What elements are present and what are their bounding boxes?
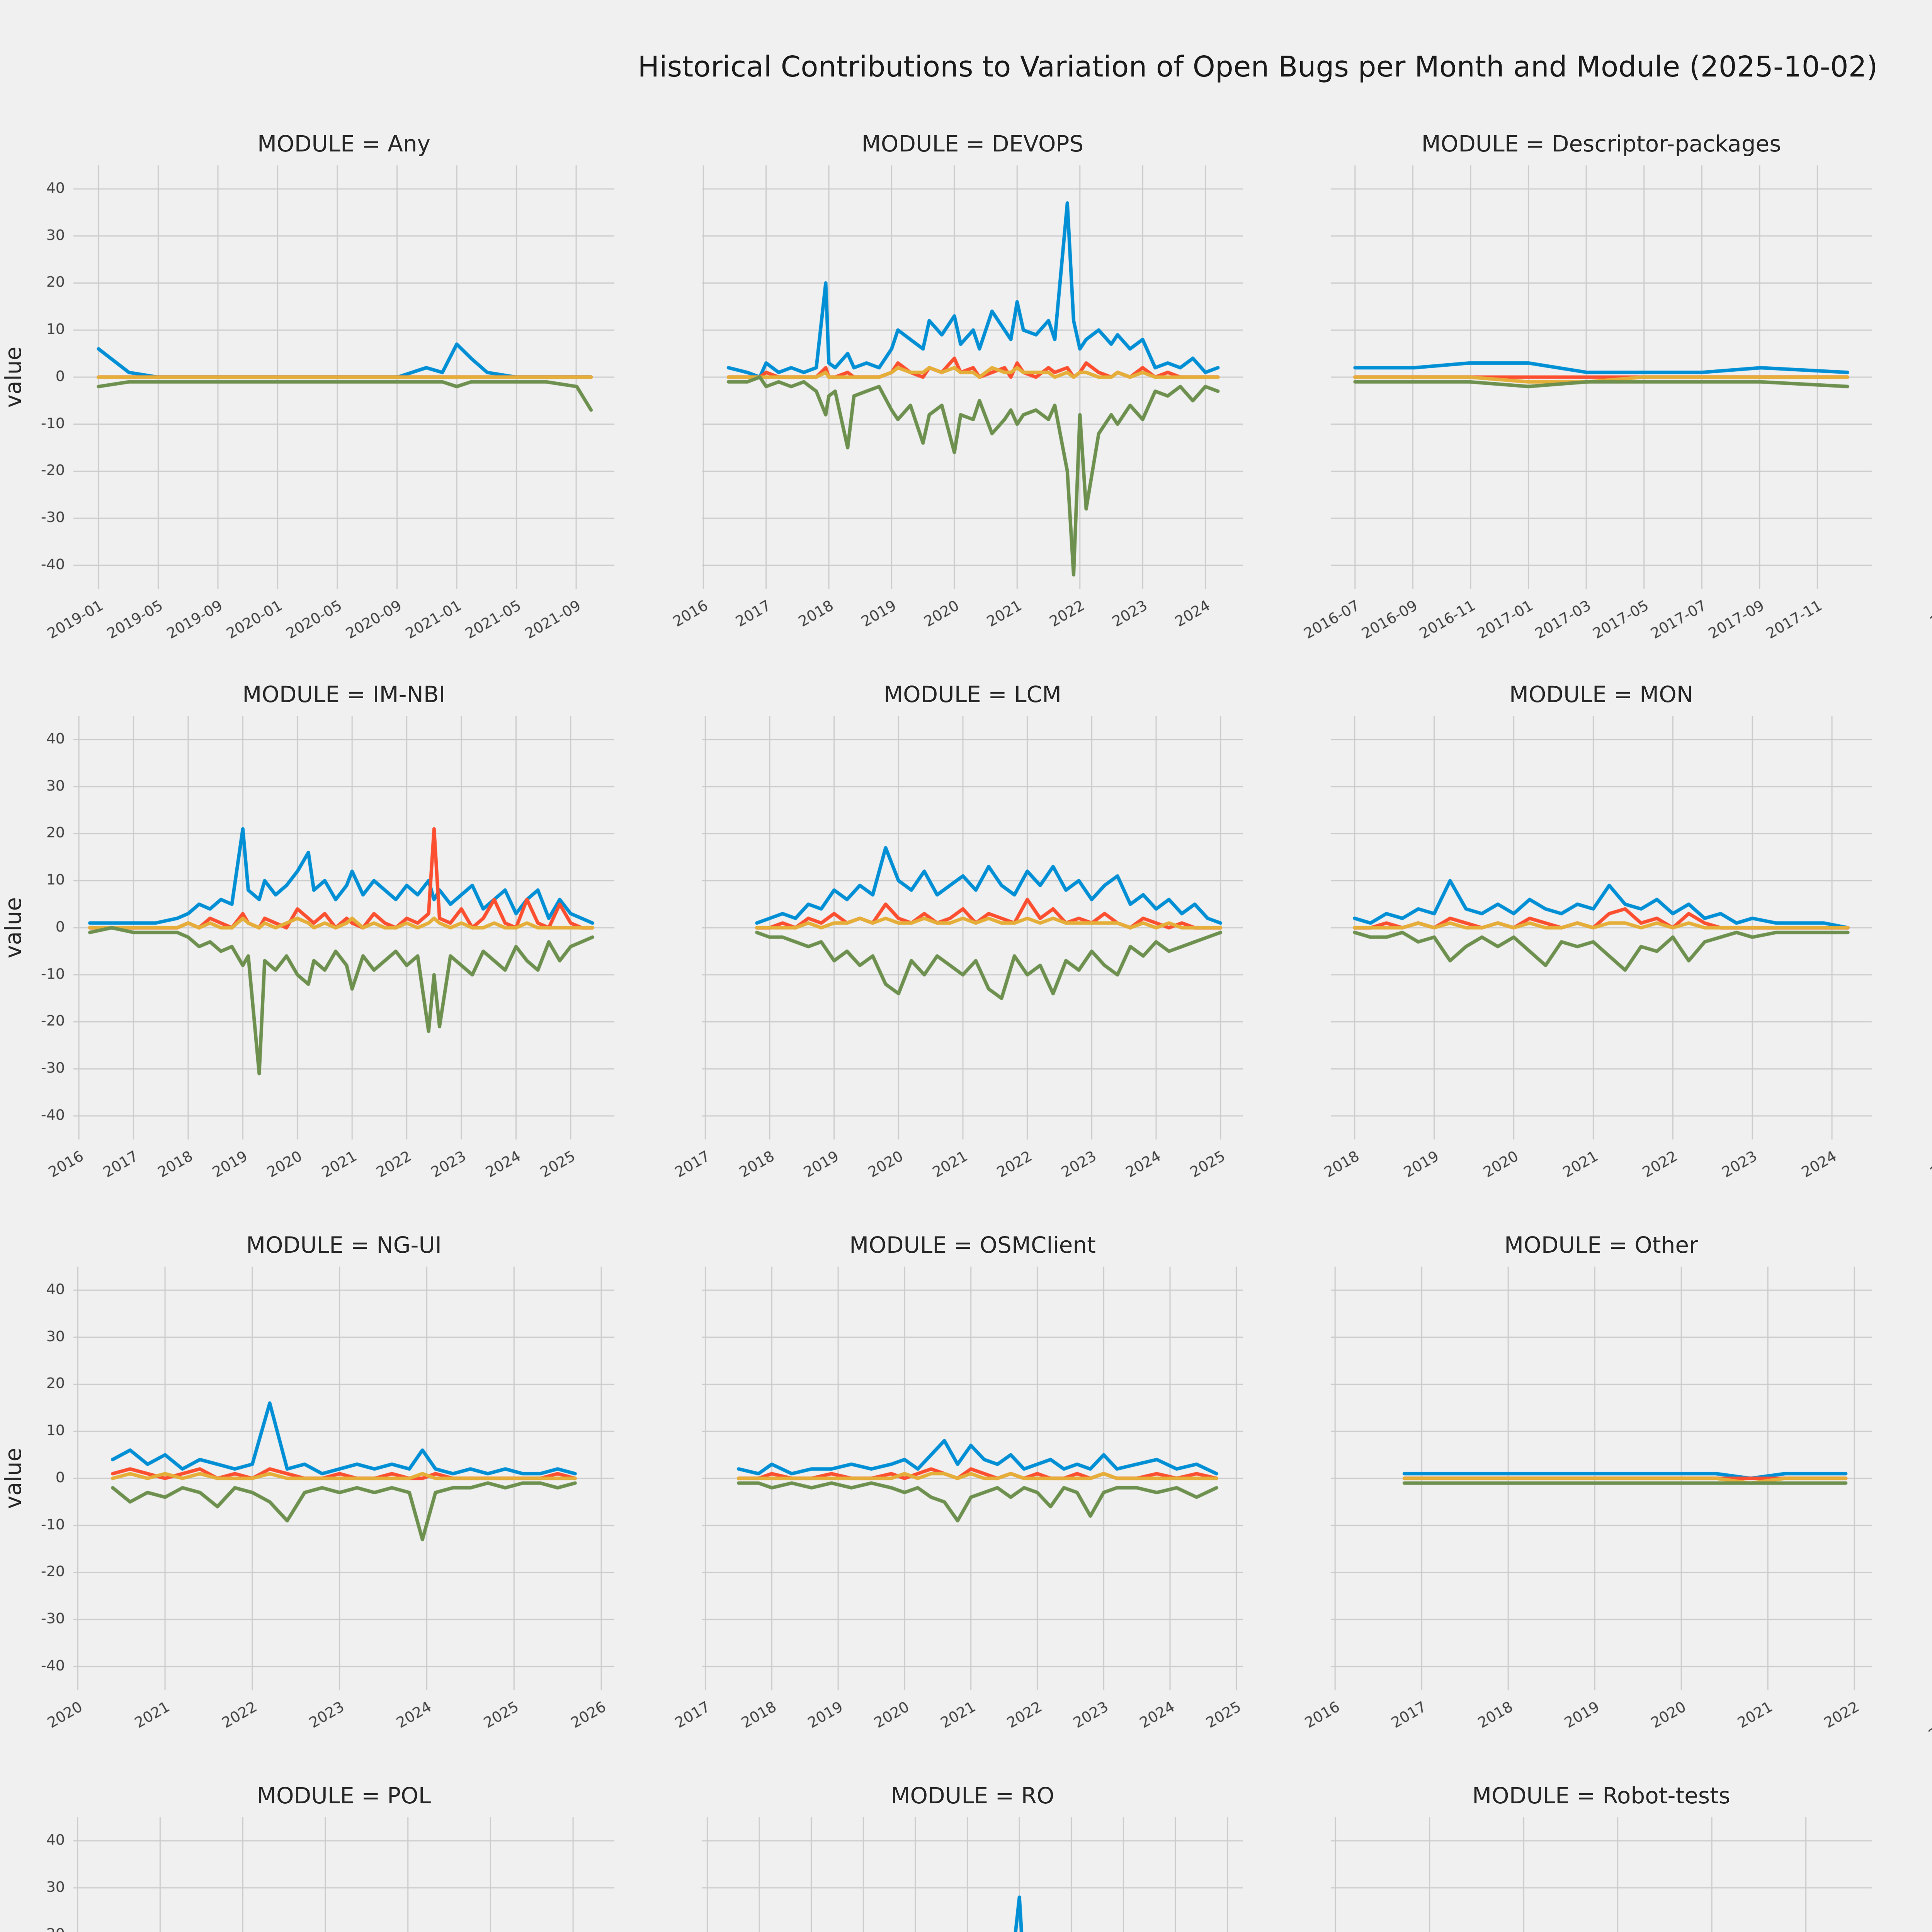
subplot-n2vc: MODULE = N2VC xyxy=(1886,678,1932,1229)
plot-canvas-any xyxy=(23,160,618,678)
subplot-pla: MODULE = PLA variable OPENED REOPENED FA… xyxy=(1886,1229,1932,1779)
subplot-any: MODULE = Any value xyxy=(0,128,629,678)
plot-canvas-devops xyxy=(652,160,1247,678)
plot-canvas-mon xyxy=(1281,711,1876,1228)
subplot-other: MODULE = Other xyxy=(1257,1229,1886,1779)
plot-canvas-descriptor-packages xyxy=(1281,160,1876,678)
plot-canvas-ro xyxy=(652,1812,1247,1932)
plot-canvas-documentation-wiki xyxy=(1909,160,1932,678)
subplot-robot-tests: MODULE = Robot-tests MONTH xyxy=(1257,1779,1886,1932)
subplot-descriptor-packages: MODULE = Descriptor-packages xyxy=(1257,128,1886,678)
subplot-title-other: MODULE = Other xyxy=(1504,1232,1698,1258)
subplot-title-ro: MODULE = RO xyxy=(891,1782,1054,1809)
subplot-title-any: MODULE = Any xyxy=(257,131,430,157)
plot-canvas-n2vc xyxy=(1909,711,1932,1228)
plot-canvas-lcm xyxy=(652,711,1247,1228)
subplot-pol: MODULE = POL value xyxy=(0,1779,629,1932)
plot-canvas-robot-tests xyxy=(1281,1812,1876,1932)
subplot-devops: MODULE = DEVOPS xyxy=(629,128,1257,678)
subplot-title-osmclient: MODULE = OSMClient xyxy=(849,1232,1096,1258)
subplot-title-robot-tests: MODULE = Robot-tests xyxy=(1472,1782,1730,1809)
plot-canvas-unknown xyxy=(1909,1812,1932,1932)
y-axis-label: value xyxy=(0,1447,26,1509)
subplot-grid: MODULE = Any value MODULE = DEVOPS MODUL… xyxy=(0,128,1932,1932)
subplot-title-im-nbi: MODULE = IM-NBI xyxy=(242,681,446,707)
subplot-lcm: MODULE = LCM xyxy=(629,678,1257,1229)
subplot-im-nbi: MODULE = IM-NBI value xyxy=(0,678,629,1229)
subplot-title-lcm: MODULE = LCM xyxy=(883,681,1062,707)
subplot-ro: MODULE = RO MONTH xyxy=(629,1779,1257,1932)
subplot-title-mon: MODULE = MON xyxy=(1509,681,1694,707)
subplot-title-devops: MODULE = DEVOPS xyxy=(861,131,1084,157)
y-axis-label: value xyxy=(0,897,26,959)
plot-canvas-other xyxy=(1281,1261,1876,1779)
subplot-unknown: MODULE = Unknown MONTH xyxy=(1886,1779,1932,1932)
plot-canvas-pol xyxy=(23,1812,618,1932)
subplot-title-pol: MODULE = POL xyxy=(257,1782,431,1809)
plot-canvas-im-nbi xyxy=(23,711,618,1228)
subplot-title-ng-ui: MODULE = NG-UI xyxy=(246,1232,442,1258)
subplot-ng-ui: MODULE = NG-UI value xyxy=(0,1229,629,1779)
figure-title: Historical Contributions to Variation of… xyxy=(638,50,1878,83)
plot-canvas-pla xyxy=(1909,1261,1932,1779)
y-axis-label: value xyxy=(0,346,26,408)
plot-canvas-osmclient xyxy=(652,1261,1247,1779)
subplot-title-descriptor-packages: MODULE = Descriptor-packages xyxy=(1421,131,1781,157)
subplot-osmclient: MODULE = OSMClient xyxy=(629,1229,1257,1779)
subplot-mon: MODULE = MON xyxy=(1257,678,1886,1229)
plot-canvas-ng-ui xyxy=(23,1261,618,1779)
subplot-documentation-wiki: MODULE = Documentation / Wiki xyxy=(1886,128,1932,678)
